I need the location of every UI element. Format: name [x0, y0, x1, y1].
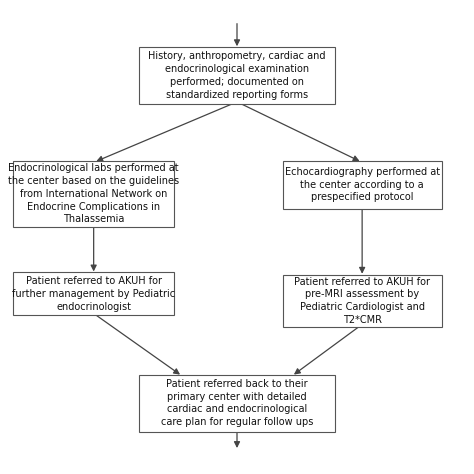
FancyBboxPatch shape — [13, 272, 174, 316]
Text: Patient referred back to their
primary center with detailed
cardiac and endocrin: Patient referred back to their primary c… — [161, 379, 313, 427]
FancyBboxPatch shape — [13, 161, 174, 227]
FancyBboxPatch shape — [139, 374, 335, 431]
Text: Patient referred to AKUH for
further management by Pediatric
endocrinologist: Patient referred to AKUH for further man… — [12, 276, 175, 312]
FancyBboxPatch shape — [283, 161, 442, 209]
FancyBboxPatch shape — [139, 47, 335, 104]
Text: Patient referred to AKUH for
pre-MRI assessment by
Pediatric Cardiologist and
T2: Patient referred to AKUH for pre-MRI ass… — [294, 276, 430, 325]
Text: Echocardiography performed at
the center according to a
prespecified protocol: Echocardiography performed at the center… — [284, 167, 440, 202]
Text: History, anthropometry, cardiac and
endocrinological examination
performed; docu: History, anthropometry, cardiac and endo… — [148, 51, 326, 100]
Text: Endocrinological labs performed at
the center based on the guidelines
from Inter: Endocrinological labs performed at the c… — [8, 163, 179, 224]
FancyBboxPatch shape — [283, 274, 442, 327]
